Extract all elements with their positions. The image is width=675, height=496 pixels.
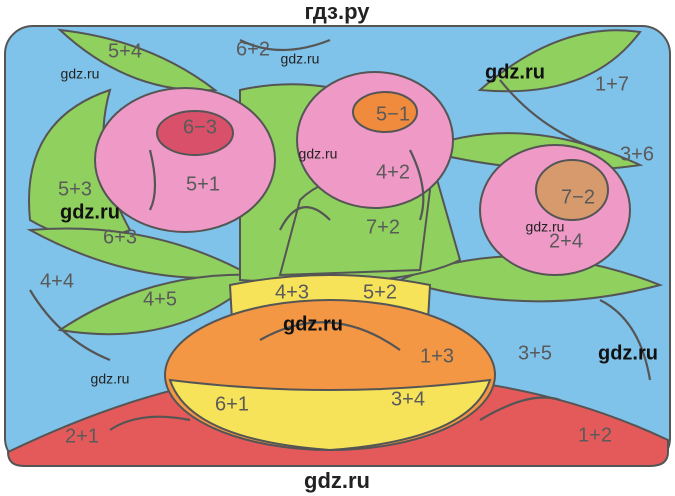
watermark: gdz.ru: [283, 313, 343, 335]
watermark: gdz.ru: [281, 51, 320, 67]
expression: 5+2: [363, 281, 397, 303]
expression: 5+4: [108, 40, 142, 62]
expression: 3+4: [391, 388, 425, 410]
expression: 4+2: [376, 161, 410, 183]
expression: 6+3: [103, 226, 137, 248]
expression: 5+1: [186, 173, 220, 195]
expression: 6+2: [236, 38, 270, 60]
expression: 6−3: [183, 116, 217, 138]
expression: 2+4: [549, 230, 583, 252]
expression: 1+3: [420, 345, 454, 367]
expression: 4+4: [40, 270, 74, 292]
expressions: 5+4 6+2 1+7 6−3 5−1 3+6 5+1 4+2 7−2 5+3 …: [40, 38, 654, 447]
expression: 3+5: [518, 342, 552, 364]
expression: 7+2: [366, 216, 400, 238]
watermark: gdz.ru: [91, 371, 130, 387]
watermark: gdz.ru: [61, 66, 100, 82]
watermark: gdz.ru: [526, 219, 565, 235]
footer: gdz.ru: [304, 468, 370, 493]
expression: 4+3: [275, 281, 309, 303]
expression: 2+1: [65, 425, 99, 447]
decorative-lines: [29, 38, 652, 431]
header: гдз.ру: [305, 0, 371, 24]
vase: [164, 274, 496, 452]
expression: 7−2: [561, 186, 595, 208]
expression: 1+7: [595, 73, 629, 95]
expression: 5+3: [58, 178, 92, 200]
watermark: gdz.ru: [60, 201, 120, 223]
expression: 5−1: [376, 103, 410, 125]
flowers: [94, 71, 631, 276]
expression: 6+1: [215, 393, 249, 415]
watermark: gdz.ru: [299, 146, 338, 162]
expression: 3+6: [620, 143, 654, 165]
watermark: gdz.ru: [598, 342, 658, 364]
watermark: gdz.ru: [485, 61, 545, 83]
watermarks: gdz.ru gdz.ru gdz.ru gdz.ru gdz.ru gdz.r…: [60, 51, 658, 387]
expression: 1+2: [578, 424, 612, 446]
expression: 4+5: [143, 288, 177, 310]
